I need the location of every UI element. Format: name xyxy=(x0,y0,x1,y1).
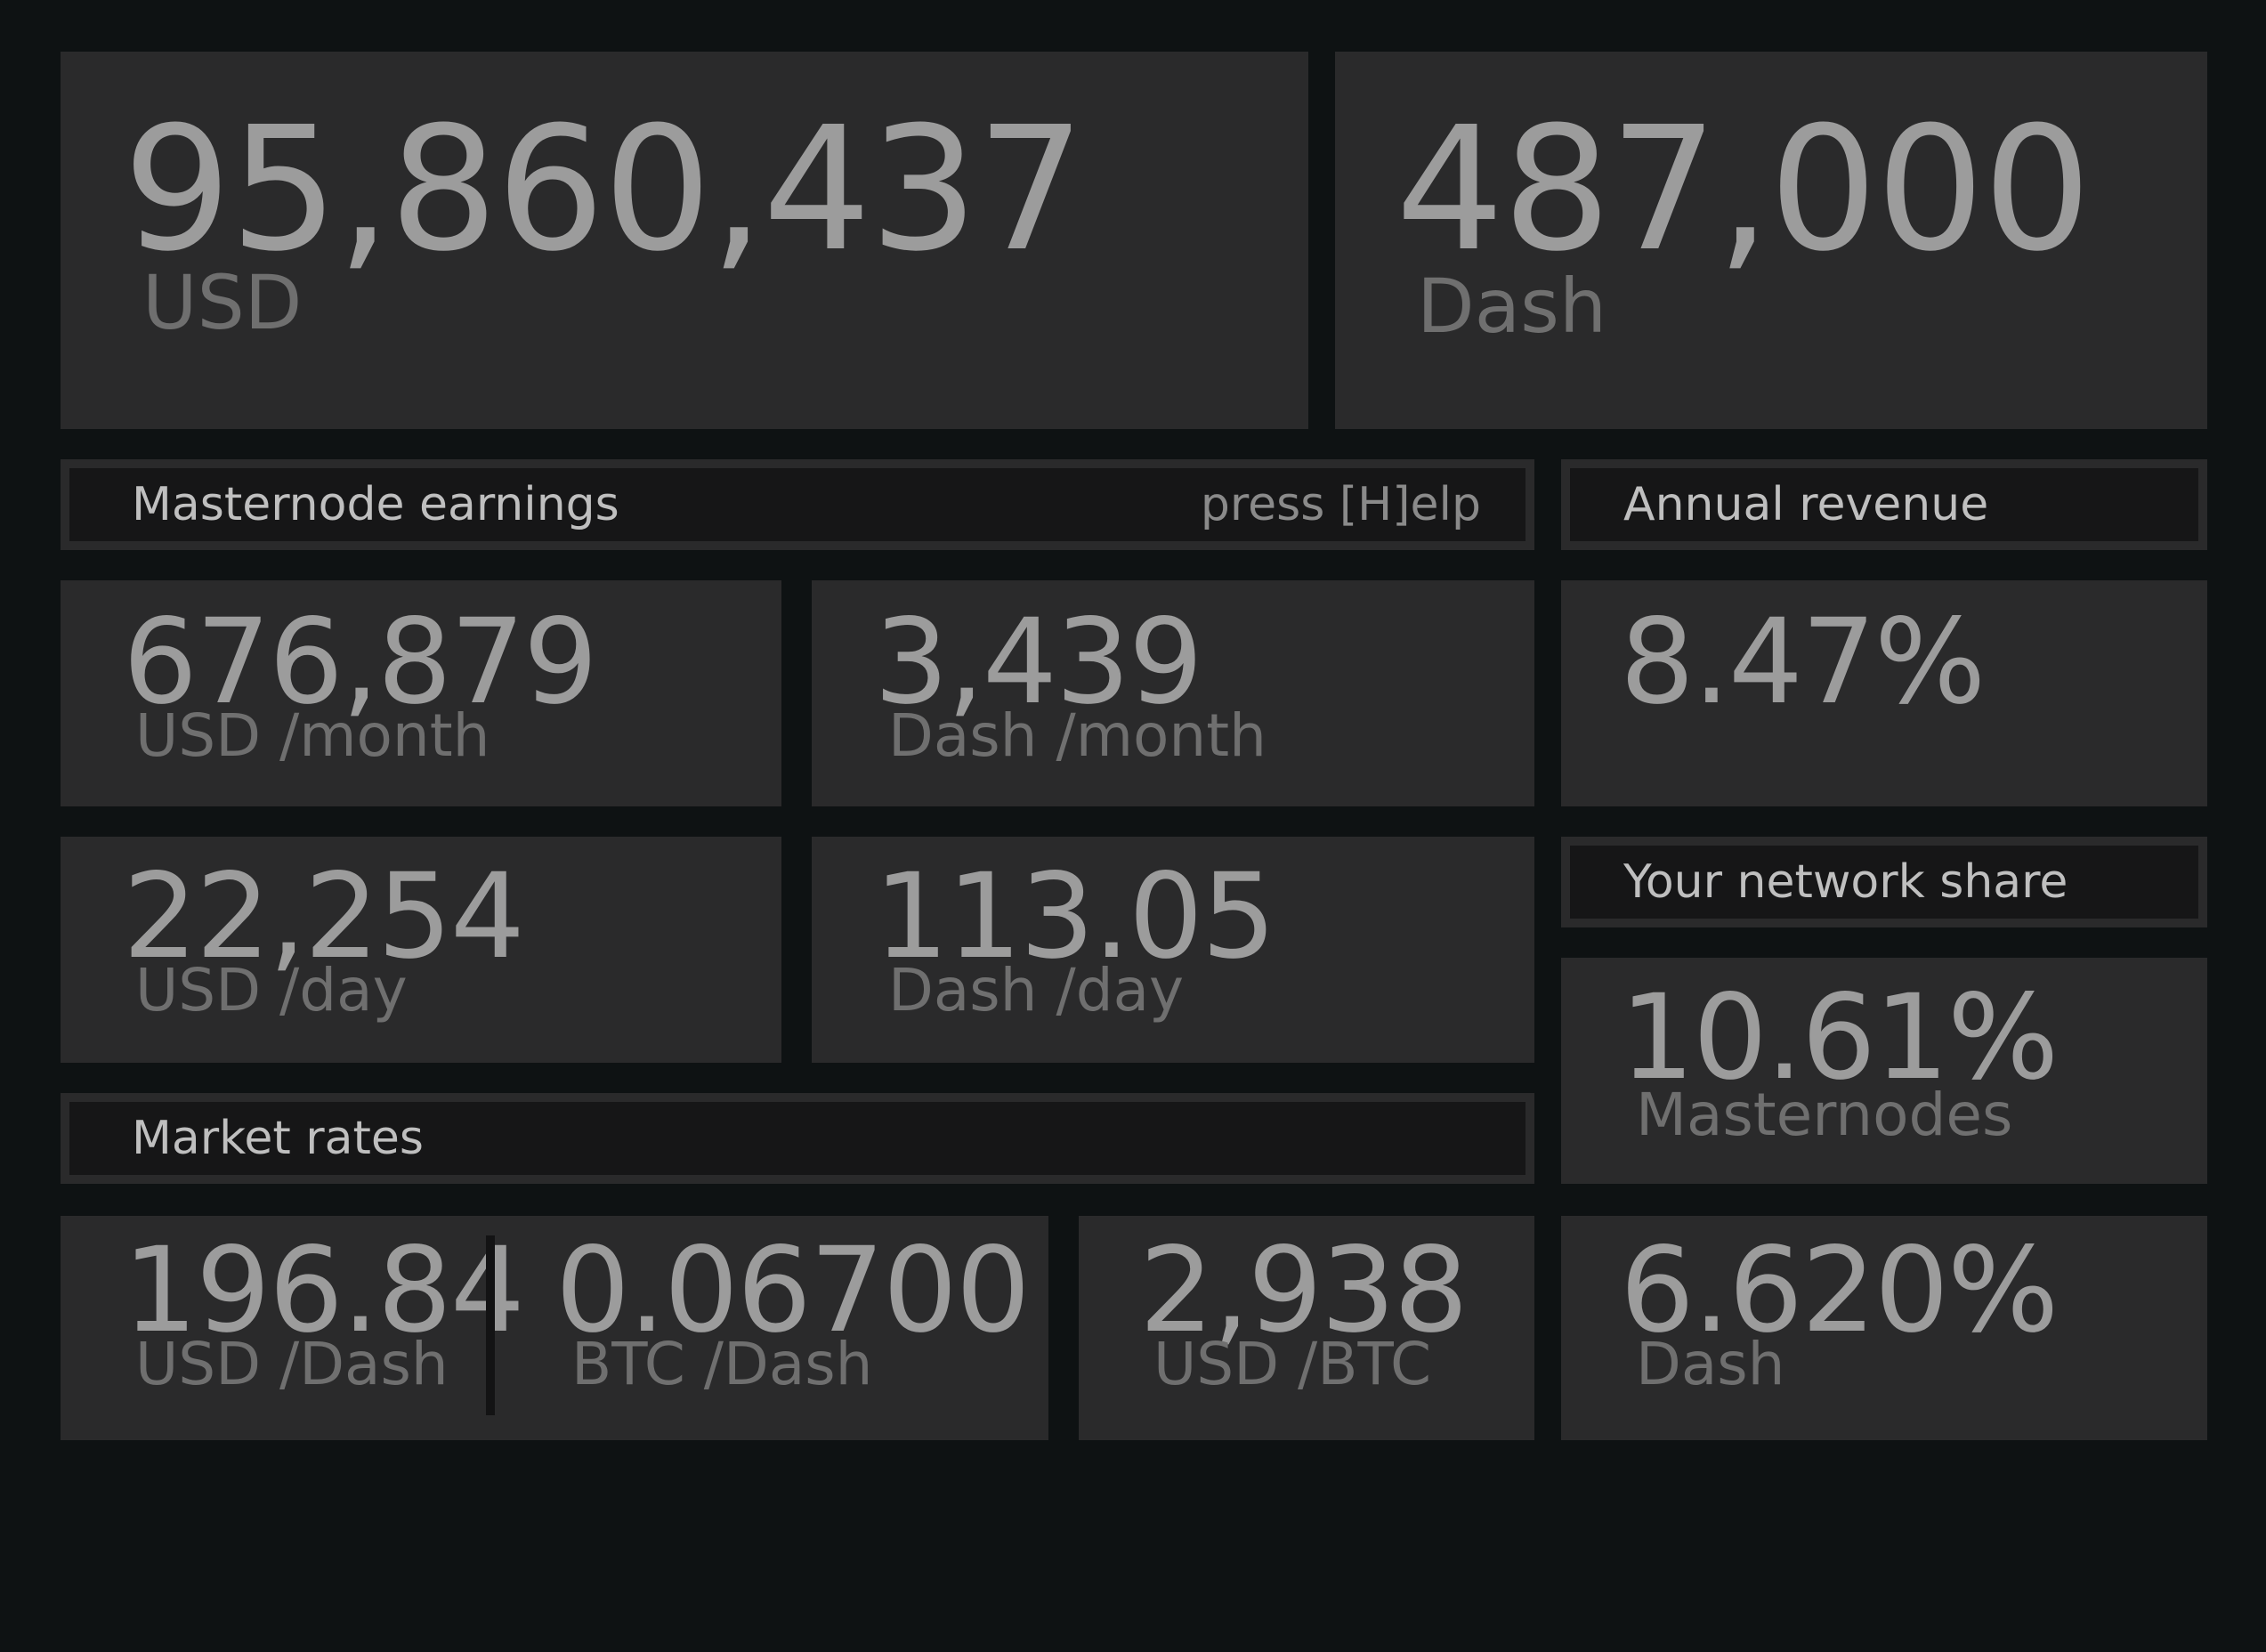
btc-dash-unit: BTC /Dash xyxy=(571,1330,873,1398)
total-usd-value: 95,860,437 xyxy=(123,91,1085,289)
usd-day-unit: USD /day xyxy=(135,956,408,1024)
usd-month-unit: USD /month xyxy=(135,701,490,770)
earnings-header: Masternode earnings press [H]elp xyxy=(61,459,1534,550)
dash-day-tile: 113.05 Dash /day xyxy=(812,837,1534,1063)
dash-month-value: 3,439 xyxy=(874,594,1203,731)
market-rates-header: Market rates xyxy=(61,1093,1534,1184)
usd-month-value: 676,879 xyxy=(123,594,598,731)
usd-month-tile: 676,879 USD /month xyxy=(61,580,781,806)
btc-price-tile: 2,938 USD /BTC xyxy=(1079,1216,1534,1440)
total-dash-value: 487,000 xyxy=(1396,91,2092,289)
total-usd-tile: 95,860,437 USD xyxy=(61,52,1308,429)
share-dash-value: 6.620% xyxy=(1620,1222,2059,1359)
share-masternodes-value: 10.61% xyxy=(1620,969,2059,1106)
market-rates-title: Market rates xyxy=(132,1112,424,1165)
dash-day-value: 113.05 xyxy=(874,848,1276,985)
usd-btc-value: 2,938 xyxy=(1139,1222,1469,1359)
dash-day-unit: Dash /day xyxy=(888,956,1185,1024)
dash-price-tile: 196.84 USD /Dash 0.06700 BTC /Dash xyxy=(61,1216,1048,1440)
btc-dash-value: 0.06700 xyxy=(555,1222,1031,1359)
usd-dash-unit: USD /Dash xyxy=(135,1330,449,1398)
usd-day-tile: 22,254 USD /day xyxy=(61,837,781,1063)
earnings-title: Masternode earnings xyxy=(132,478,619,531)
annual-revenue-tile: 8.47% xyxy=(1561,580,2207,806)
network-share-header: Your network share xyxy=(1561,837,2207,927)
annual-revenue-header-bar: Annual revenue xyxy=(1570,468,2198,541)
network-share-header-bar: Your network share xyxy=(1570,846,2198,919)
annual-revenue-value: 8.47% xyxy=(1620,594,1986,731)
total-usd-unit: USD xyxy=(142,259,303,346)
total-dash-tile: 487,000 Dash xyxy=(1335,52,2207,429)
price-divider xyxy=(486,1235,495,1415)
usd-dash-value: 196.84 xyxy=(123,1222,525,1359)
usd-day-value: 22,254 xyxy=(123,848,525,985)
annual-revenue-title: Annual revenue xyxy=(1623,478,1989,531)
annual-revenue-header: Annual revenue xyxy=(1561,459,2207,550)
dash-month-unit: Dash /month xyxy=(888,701,1267,770)
share-dash-unit: Dash xyxy=(1636,1330,1785,1398)
help-hint[interactable]: press [H]elp xyxy=(1200,478,1481,531)
total-dash-unit: Dash xyxy=(1417,263,1607,350)
share-dash-tile: 6.620% Dash xyxy=(1561,1216,2207,1440)
earnings-header-bar: Masternode earnings press [H]elp xyxy=(69,468,1526,541)
usd-btc-unit: USD /BTC xyxy=(1153,1330,1432,1398)
share-masternodes-unit: Masternodes xyxy=(1636,1081,2013,1149)
dash-month-tile: 3,439 Dash /month xyxy=(812,580,1534,806)
network-share-title: Your network share xyxy=(1623,855,2068,909)
market-rates-header-bar: Market rates xyxy=(69,1102,1526,1175)
share-masternodes-tile: 10.61% Masternodes xyxy=(1561,958,2207,1184)
